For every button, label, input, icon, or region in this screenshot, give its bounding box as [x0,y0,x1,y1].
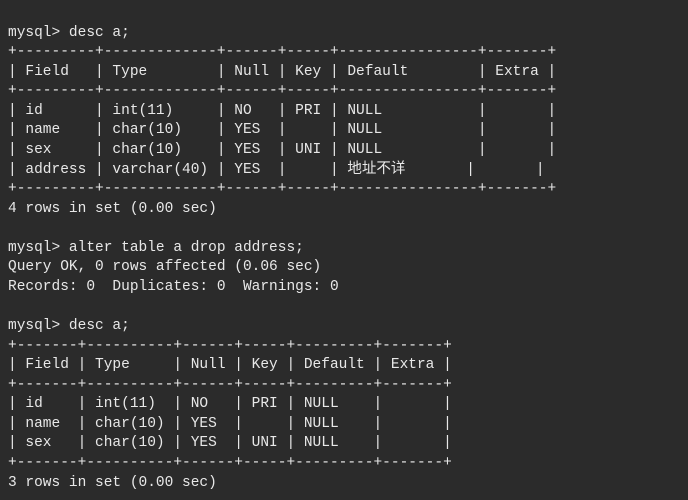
table2-status: 3 rows in set (0.00 sec) [8,475,217,491]
prompt-line-2: mysql> alter table a drop address; [8,240,304,256]
table2-row-name: | name | char(10) | YES | | NULL | | [8,416,452,432]
table1-border-mid: +---------+-------------+------+-----+--… [8,83,556,99]
table1-row-address-suffix: | | [405,162,544,178]
command-2: alter table a drop address; [69,240,304,256]
table1-header: | Field | Type | Null | Key | Default | … [8,64,556,80]
prompt-line-1: mysql> desc a; [8,25,130,41]
alter-result-line1: Query OK, 0 rows affected (0.06 sec) [8,259,321,275]
mysql-prompt: mysql> [8,318,60,334]
command-1: desc a; [69,25,130,41]
mysql-prompt: mysql> [8,25,60,41]
table1-row-address-prefix: | address | varchar(40) | YES | | [8,162,347,178]
prompt-line-3: mysql> desc a; [8,318,130,334]
table1-row-sex: | sex | char(10) | YES | UNI | NULL | | [8,142,556,158]
table1-row-address-cjk: 地址不详 [347,162,405,178]
table1-row-name: | name | char(10) | YES | | NULL | | [8,122,556,138]
table1-border-bot: +---------+-------------+------+-----+--… [8,181,556,197]
table2-border-top: +-------+----------+------+-----+-------… [8,338,452,354]
table1-status: 4 rows in set (0.00 sec) [8,201,217,217]
table1-row-address: | address | varchar(40) | YES | | 地址不详 |… [8,162,545,178]
mysql-terminal: mysql> desc a; +---------+-------------+… [0,0,688,497]
table1-border-top: +---------+-------------+------+-----+--… [8,44,556,60]
mysql-prompt: mysql> [8,240,60,256]
table2-row-id: | id | int(11) | NO | PRI | NULL | | [8,396,452,412]
table2-border-mid: +-------+----------+------+-----+-------… [8,377,452,393]
table1-row-id: | id | int(11) | NO | PRI | NULL | | [8,103,556,119]
table2-header: | Field | Type | Null | Key | Default | … [8,357,452,373]
alter-result-line2: Records: 0 Duplicates: 0 Warnings: 0 [8,279,339,295]
command-3: desc a; [69,318,130,334]
table2-border-bot: +-------+----------+------+-----+-------… [8,455,452,471]
table2-row-sex: | sex | char(10) | YES | UNI | NULL | | [8,435,452,451]
